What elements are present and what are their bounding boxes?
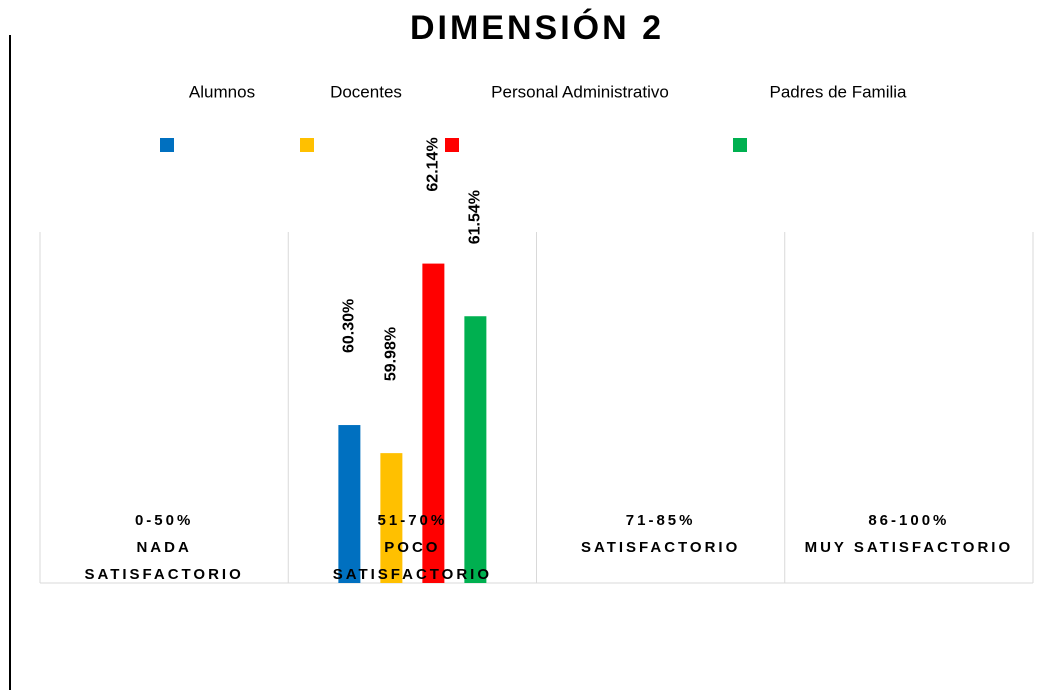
category-label: 71-85%: [626, 512, 696, 529]
legend-swatch: [733, 138, 747, 152]
legend-label: Alumnos: [189, 82, 255, 101]
legend-swatch: [160, 138, 174, 152]
bar: [338, 425, 361, 583]
legend-label: Padres de Familia: [769, 82, 907, 101]
category-label: NADA: [136, 539, 191, 556]
bar: [464, 316, 487, 583]
chart-title: DIMENSIÓN 2: [410, 9, 664, 47]
category-label: SATISFACTORIO: [84, 566, 243, 583]
bar: [422, 263, 445, 583]
bar: [380, 453, 403, 583]
category-label: MUY SATISFACTORIO: [805, 539, 1014, 556]
category-label: SATISFACTORIO: [333, 566, 492, 583]
category-label: 86-100%: [868, 512, 949, 529]
category-label: 0-50%: [135, 512, 193, 529]
legend-label: Docentes: [330, 82, 402, 101]
legend-swatch: [445, 138, 459, 152]
value-label: 62.14%: [425, 137, 442, 191]
value-label: 59.98%: [383, 327, 400, 381]
legend-label: Personal Administrativo: [491, 82, 669, 101]
category-label: SATISFACTORIO: [581, 539, 740, 556]
value-label: 61.54%: [467, 190, 484, 244]
category-label: 51-70%: [378, 512, 448, 529]
category-label: POCO: [384, 539, 440, 556]
legend-swatch: [300, 138, 314, 152]
value-label: 60.30%: [341, 299, 358, 353]
